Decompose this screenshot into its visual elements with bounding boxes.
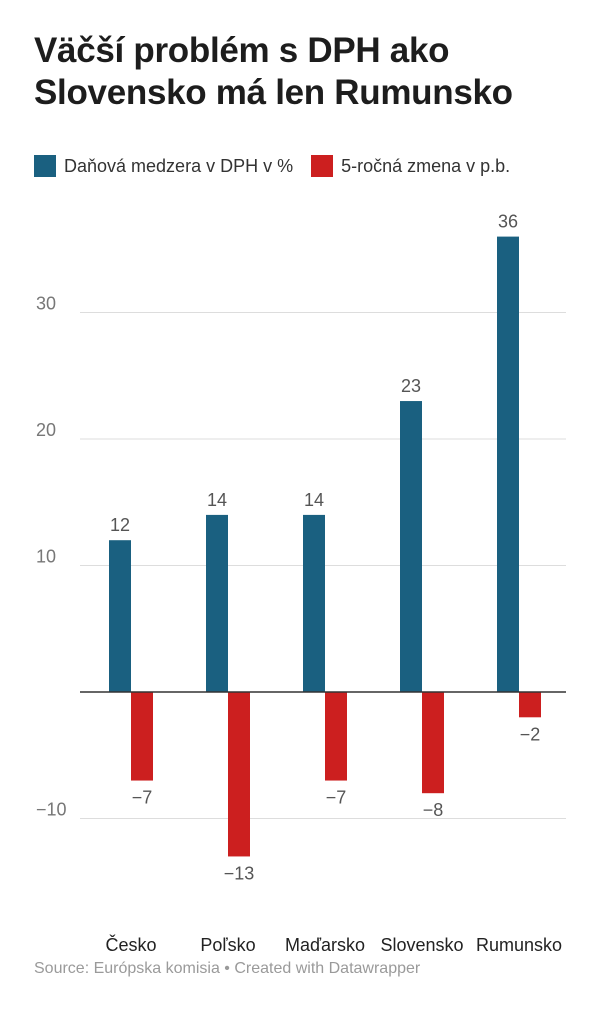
bar-five-year-change-4 [519,692,541,718]
data-label-five-year-change-1: −13 [224,863,255,883]
source-credit: Source: Európska komisia • Created with … [34,960,421,977]
chart-title: Väčší problém s DPH ako Slovensko má len… [34,31,513,112]
data-label-vat-gap-3: 23 [401,376,421,396]
x-category-label-4: Rumunsko [476,935,562,955]
data-label-five-year-change-0: −7 [132,788,153,808]
data-label-five-year-change-3: −8 [423,800,444,820]
bar-five-year-change-2 [325,692,347,781]
data-label-vat-gap-0: 12 [110,515,130,535]
bar-five-year-change-0 [131,692,153,781]
bar-vat-gap-3 [400,401,422,692]
y-tick-label-3: −10 [36,800,67,820]
data-label-vat-gap-4: 36 [498,212,518,232]
x-category-label-1: Poľsko [200,935,255,955]
x-category-label-2: Maďarsko [285,935,365,955]
bar-vat-gap-1 [206,514,228,692]
bar-five-year-change-1 [228,692,250,857]
data-label-vat-gap-1: 14 [207,490,227,510]
legend-item-five-year-change: 5-ročná zmena v p.b. [311,155,510,177]
y-tick-label-1: 20 [36,420,56,440]
legend-label-vat-gap: Daňová medzera v DPH v % [64,155,294,176]
bar-vat-gap-4 [497,236,519,692]
legend-label-five-year-change: 5-ročná zmena v p.b. [341,155,511,176]
data-label-vat-gap-2: 14 [304,490,324,510]
data-label-five-year-change-2: −7 [326,788,347,808]
data-label-five-year-change-4: −2 [520,724,541,744]
bar-five-year-change-3 [422,692,444,794]
bar-vat-gap-0 [109,540,131,692]
x-category-label-0: Česko [105,934,156,955]
y-tick-label-2: 10 [36,547,56,567]
y-tick-label-0: 30 [36,294,56,314]
bar-vat-gap-2 [303,514,325,692]
legend-swatch-five-year-change [311,155,334,177]
legend-item-vat-gap: Daňová medzera v DPH v % [34,155,293,177]
legend: Daňová medzera v DPH v % 5-ročná zmena v… [34,153,528,179]
legend-swatch-vat-gap [34,155,56,177]
x-category-label-3: Slovensko [380,935,463,955]
